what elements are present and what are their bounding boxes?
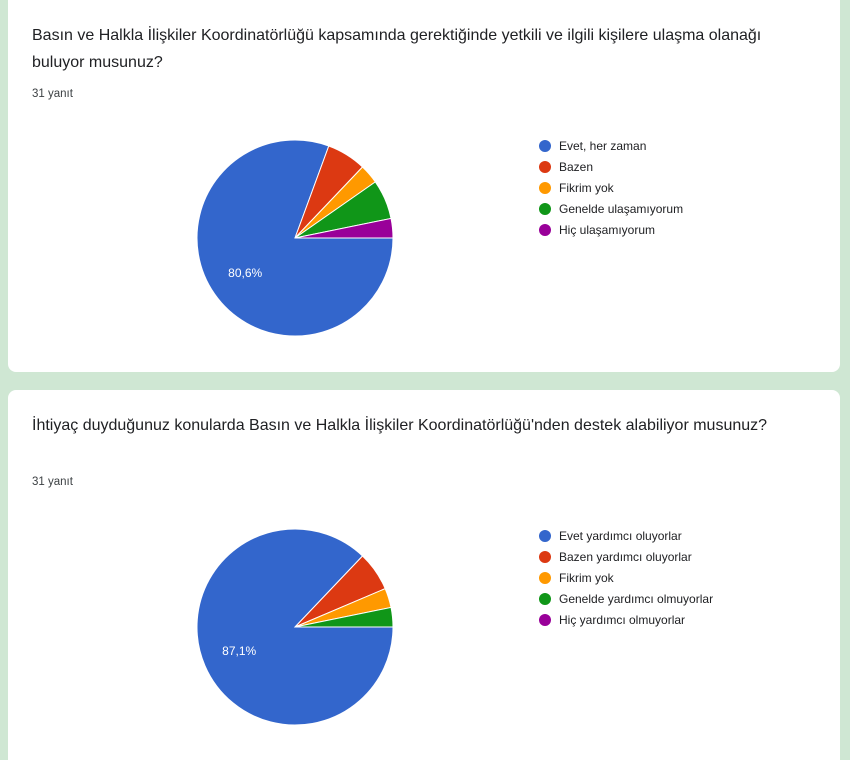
pie-slice[interactable]: [294, 606, 394, 628]
legend-item[interactable]: Hiç yardımcı olmuyorlar: [539, 609, 713, 630]
legend-swatch: [539, 181, 551, 194]
question-card-1: Basın ve Halkla İlişkiler Koordinatörlüğ…: [8, 0, 840, 372]
legend-item[interactable]: Hiç ulaşamıyorum: [539, 219, 683, 240]
question-title: İhtiyaç duyduğunuz konularda Basın ve Ha…: [32, 417, 768, 434]
legend-item[interactable]: Fikrim yok: [539, 567, 713, 588]
pie-slice[interactable]: [294, 217, 394, 239]
legend-label: Genelde ulaşamıyorum: [559, 201, 684, 216]
legend-label: Hiç ulaşamıyorum: [559, 222, 656, 237]
legend-swatch: [539, 139, 551, 152]
legend-item[interactable]: Bazen yardımcı oluyorlar: [539, 546, 713, 567]
legend-item[interactable]: Fikrim yok: [539, 177, 683, 198]
legend-item[interactable]: Evet, her zaman: [539, 135, 683, 156]
legend-label: Fikrim yok: [559, 570, 614, 585]
legend-item[interactable]: Evet yardımcı oluyorlar: [539, 525, 713, 546]
legend-swatch: [539, 592, 551, 605]
legend-swatch: [539, 202, 551, 215]
pie-chart: 87,1%: [196, 528, 394, 726]
legend-swatch: [539, 529, 551, 542]
pie-chart: 80,6%: [196, 139, 394, 337]
chart-legend: Evet, her zaman Bazen Fikrim yok Genelde ul…: [539, 135, 683, 240]
legend-swatch: [539, 571, 551, 584]
legend-swatch: [539, 160, 551, 173]
legend-label: Evet yardımcı oluyorlar: [559, 528, 682, 543]
question-card-2: İhtiyaç duyduğunuz konularda Basın ve Ha…: [8, 390, 840, 760]
legend-swatch: [539, 613, 551, 626]
slice-label: 87,1%: [222, 644, 256, 658]
response-count: 31 yanıt: [32, 88, 73, 100]
chart-legend: Evet yardımcı oluyorlar Bazen yardımcı ol…: [539, 525, 713, 630]
legend-swatch: [539, 550, 551, 563]
slice-label: 80,6%: [228, 266, 262, 280]
legend-item[interactable]: Genelde yardımcı olmuyorlar: [539, 588, 713, 609]
legend-label: Bazen yardımcı oluyorlar: [559, 549, 692, 564]
question-title: Basın ve Halkla İlişkiler Koordinatörlüğ…: [32, 27, 762, 71]
response-count: 31 yanıt: [32, 476, 73, 488]
legend-label: Genelde yardımcı olmuyorlar: [559, 591, 714, 606]
legend-item[interactable]: Genelde ulaşamıyorum: [539, 198, 683, 219]
legend-swatch: [539, 223, 551, 236]
legend-item[interactable]: Bazen: [539, 156, 683, 177]
legend-label: Bazen: [559, 159, 594, 174]
legend-label: Hiç yardımcı olmuyorlar: [559, 612, 686, 627]
legend-label: Evet, her zaman: [559, 138, 647, 153]
legend-label: Fikrim yok: [559, 180, 614, 195]
